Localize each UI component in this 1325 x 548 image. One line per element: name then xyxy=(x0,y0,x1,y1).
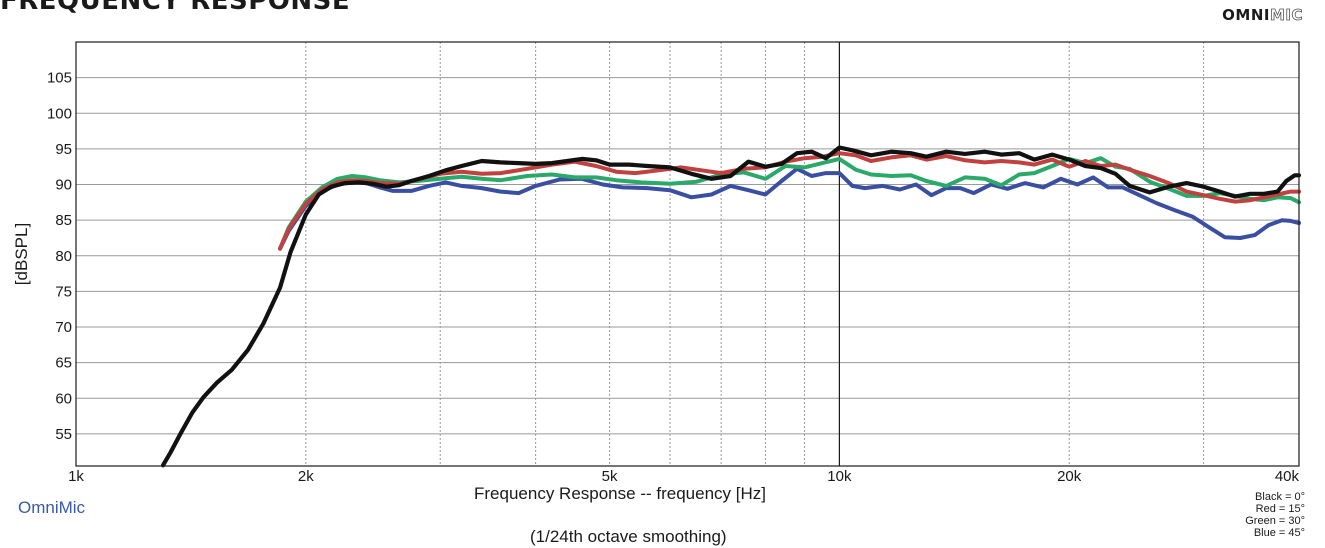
x-tick-label: 5k xyxy=(602,468,618,485)
x-axis-label: Frequency Response -- frequency [Hz] xyxy=(474,484,766,503)
plot-frame xyxy=(75,41,1300,467)
tick-layer: 55 60 65 70 75 80 85 90 95 100 105 1k 2k 5k 10k 20k 40k xyxy=(47,70,1300,485)
series-line-0 xyxy=(278,166,1301,251)
x-tick-label: 2k xyxy=(298,468,314,485)
x-tick-label: 10k xyxy=(827,468,852,485)
omnimic-logo: OMNIMIC xyxy=(1222,6,1303,25)
y-tick-label: 95 xyxy=(55,141,72,158)
source-label: OmniMic xyxy=(18,498,86,517)
y-tick-label: 65 xyxy=(55,355,72,372)
x-tick-label: 20k xyxy=(1057,468,1082,485)
smoothing-note: (1/24th octave smoothing) xyxy=(530,527,727,546)
page-title: FREQUENCY RESPONSE xyxy=(0,0,351,16)
y-axis-label: [dBSPL] xyxy=(12,223,31,285)
y-tick-label: 70 xyxy=(55,319,72,336)
plot-background xyxy=(76,42,1299,466)
y-tick-label: 55 xyxy=(55,426,72,443)
y-tick-label: 105 xyxy=(47,70,72,87)
y-tick-label: 85 xyxy=(55,212,72,229)
legend-entry-2: Green = 30° xyxy=(1245,515,1305,527)
y-tick-label: 90 xyxy=(55,177,72,194)
x-tick-label: 40k xyxy=(1275,468,1300,485)
legend: Black = 0° Red = 15° Green = 30° Blue = … xyxy=(1245,491,1305,548)
legend-entry-1: Red = 15° xyxy=(1255,503,1305,515)
legend-entry-0: Black = 0° xyxy=(1255,491,1305,503)
grid-layer xyxy=(76,42,1299,466)
series-line-3 xyxy=(160,145,1302,468)
x-tick-label: 1k xyxy=(68,468,84,485)
legend-entry-3: Blue = 45° xyxy=(1253,527,1305,539)
y-tick-label: 75 xyxy=(55,283,72,300)
y-tick-label: 100 xyxy=(47,105,72,122)
y-tick-label: 80 xyxy=(55,248,72,265)
y-tick-label: 60 xyxy=(55,390,72,407)
series-layer xyxy=(160,145,1302,468)
